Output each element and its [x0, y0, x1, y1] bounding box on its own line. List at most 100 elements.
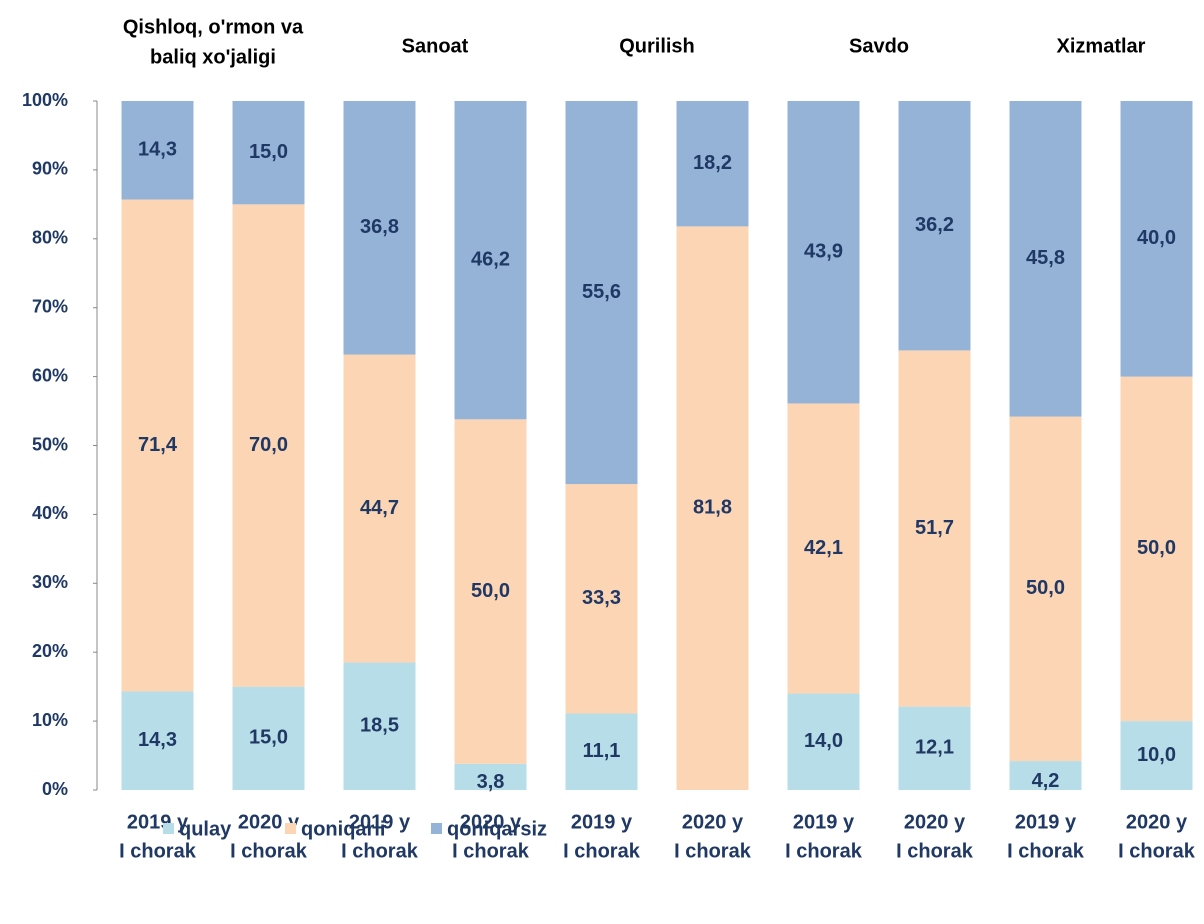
data-label: 51,7: [915, 517, 954, 539]
x-tick-label: I chorak: [341, 840, 419, 862]
legend-swatch: [431, 823, 442, 834]
legend-label: qulay: [179, 818, 232, 840]
data-label: 15,0: [249, 141, 288, 163]
bar-segment: [454, 419, 527, 764]
legend-swatch: [163, 823, 174, 834]
bar-segment: [1009, 101, 1082, 417]
y-tick-label: 0%: [42, 779, 68, 799]
bar-segment: [121, 691, 194, 790]
bar-segment: [565, 484, 638, 714]
data-label: 71,4: [138, 434, 178, 456]
bar-segment: [787, 403, 860, 694]
bar-segment: [1009, 761, 1082, 790]
x-tick-label: I chorak: [563, 840, 641, 862]
data-label: 14,3: [138, 139, 177, 161]
group-label: Sanoat: [402, 35, 469, 57]
data-label: 50,0: [471, 580, 510, 602]
y-tick-label: 50%: [32, 434, 68, 454]
bar-segment: [676, 101, 749, 227]
bar-segment: [1120, 376, 1193, 722]
data-label: 18,2: [693, 152, 732, 174]
x-tick-label: 2019 y: [1015, 811, 1077, 833]
bar-segment: [343, 101, 416, 355]
data-label: 81,8: [693, 496, 732, 518]
data-label: 44,7: [360, 497, 399, 519]
y-tick-label: 40%: [32, 503, 68, 523]
x-tick-label: I chorak: [896, 840, 974, 862]
bar-segment: [565, 101, 638, 485]
y-tick-label: 100%: [22, 90, 68, 110]
bar-segment: [343, 354, 416, 663]
y-tick-label: 60%: [32, 365, 68, 385]
bar-segment: [565, 713, 638, 790]
data-label: 70,0: [249, 434, 288, 456]
data-label: 36,2: [915, 214, 954, 236]
data-label: 55,6: [582, 281, 621, 303]
data-label: 3,8: [477, 771, 505, 793]
group-label: Savdo: [849, 35, 909, 57]
y-tick-label: 90%: [32, 159, 68, 179]
data-label: 40,0: [1137, 227, 1176, 249]
bar-segment: [1120, 101, 1193, 377]
data-label: 4,2: [1032, 770, 1060, 792]
y-tick-label: 80%: [32, 228, 68, 248]
group-label: baliq xo'jaligi: [150, 46, 276, 68]
x-tick-label: 2020 y: [904, 811, 966, 833]
x-tick-label: I chorak: [119, 840, 197, 862]
bar-segment: [898, 350, 971, 707]
data-label: 14,3: [138, 729, 177, 751]
bar-segment: [121, 101, 194, 200]
data-label: 15,0: [249, 727, 288, 749]
group-label: Qishloq, o'rmon va: [123, 16, 304, 38]
y-tick-label: 30%: [32, 572, 68, 592]
data-label: 11,1: [583, 740, 621, 762]
x-tick-label: I chorak: [785, 840, 863, 862]
x-tick-label: I chorak: [674, 840, 752, 862]
data-label: 46,2: [471, 248, 510, 270]
bar-segment: [1120, 721, 1193, 790]
legend-label: qoniqarsiz: [447, 818, 547, 840]
x-tick-label: 2020 y: [460, 811, 522, 833]
data-label: 42,1: [804, 537, 843, 559]
x-tick-label: I chorak: [230, 840, 308, 862]
bar-segment: [454, 101, 527, 420]
bar-segment: [1009, 416, 1082, 762]
bar-segment: [454, 763, 527, 790]
bar-segment: [232, 686, 305, 790]
x-tick-label: I chorak: [1118, 840, 1196, 862]
data-label: 45,8: [1026, 247, 1065, 269]
data-label: 14,0: [804, 730, 843, 752]
y-tick-label: 10%: [32, 710, 68, 730]
x-tick-label: 2019 y: [349, 811, 411, 833]
group-label: Qurilish: [619, 35, 695, 57]
bar-segment: [898, 706, 971, 790]
data-label: 12,1: [915, 737, 954, 759]
legend-label: qoniqarli: [301, 818, 385, 840]
data-label: 50,0: [1026, 577, 1065, 599]
x-tick-label: I chorak: [452, 840, 530, 862]
x-tick-label: 2020 y: [682, 811, 744, 833]
bar-segment: [232, 101, 305, 205]
y-tick-label: 70%: [32, 296, 68, 316]
x-tick-label: 2020 y: [238, 811, 300, 833]
bar-segment: [343, 662, 416, 790]
bar-segment: [787, 101, 860, 404]
data-label: 33,3: [582, 587, 621, 609]
legend-swatch: [285, 823, 296, 834]
x-tick-label: I chorak: [1007, 840, 1085, 862]
data-label: 43,9: [804, 241, 843, 263]
bar-segment: [232, 204, 305, 687]
data-label: 36,8: [360, 216, 399, 238]
bar-segment: [121, 199, 194, 692]
data-label: 18,5: [360, 715, 399, 737]
x-tick-label: 2019 y: [793, 811, 855, 833]
y-tick-label: 20%: [32, 641, 68, 661]
group-label: Xizmatlar: [1057, 35, 1146, 57]
bar-segment: [898, 101, 971, 351]
data-label: 50,0: [1137, 537, 1176, 559]
bar-segment: [676, 226, 749, 790]
x-tick-label: 2019 y: [571, 811, 633, 833]
data-label: 10,0: [1137, 744, 1176, 766]
x-tick-label: 2020 y: [1126, 811, 1188, 833]
